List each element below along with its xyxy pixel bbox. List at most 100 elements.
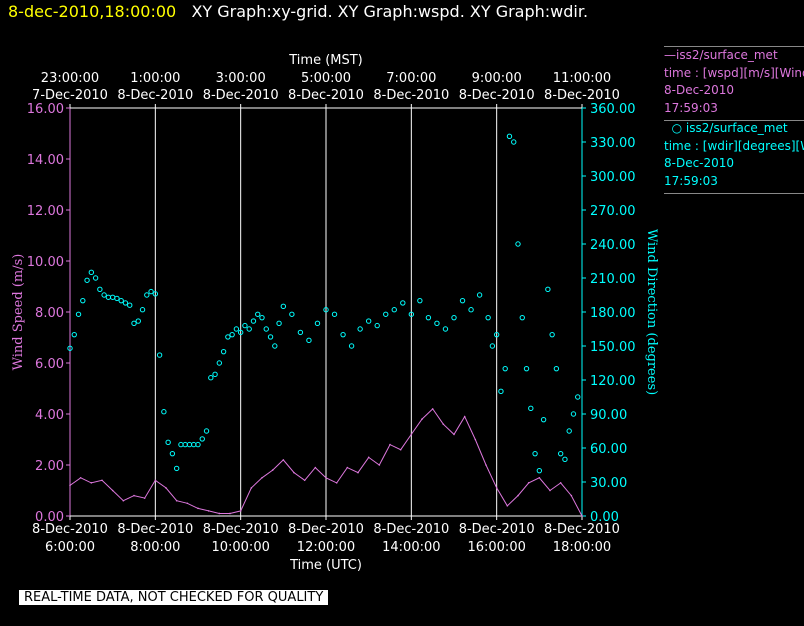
left-tick-label: 6.00	[35, 357, 64, 372]
wind-speed-point	[538, 476, 541, 479]
wind-direction-point	[216, 360, 223, 366]
wind-direction-point	[549, 331, 555, 338]
wind-speed-point	[143, 497, 146, 499]
bottom-tick-date: 8-Dec-2010	[544, 522, 620, 537]
wind-speed-point	[90, 482, 93, 484]
wind-direction-point	[182, 441, 188, 448]
wind-direction-point	[255, 311, 261, 317]
wind-speed-point	[250, 487, 253, 489]
right-tick-label: 150.00	[590, 340, 636, 355]
wind-speed-point	[431, 408, 434, 410]
right-tick-label: 0.00	[590, 510, 619, 525]
top-tick-date: 7-Dec-2010	[32, 88, 108, 103]
wind-direction-point	[165, 439, 171, 446]
wind-direction-point	[259, 314, 265, 321]
wind-direction-point	[425, 314, 432, 321]
wind-direction-point	[489, 343, 496, 349]
wind-direction-point	[109, 294, 116, 300]
wind-speed-point	[357, 471, 359, 474]
wind-direction-point	[536, 467, 543, 474]
wind-speed-point	[261, 476, 263, 479]
wind-speed-point	[154, 479, 157, 482]
wind-speed-point	[303, 479, 306, 482]
bottom-tick-date: 8-Dec-2010	[288, 522, 364, 537]
wind-speed-point	[399, 448, 402, 451]
wind-direction-point	[340, 331, 346, 338]
wind-direction-point	[400, 300, 406, 306]
wind-direction-point	[178, 441, 184, 448]
left-axis-label: Wind Speed (m/s)	[11, 254, 26, 371]
wind-speed-point	[111, 489, 114, 492]
wind-direction-point	[297, 329, 304, 336]
wind-speed-point	[314, 466, 317, 469]
wind-direction-point	[532, 450, 538, 457]
wind-direction-point	[348, 343, 355, 349]
wind-direction-point	[225, 334, 231, 340]
quality-banner: REAL-TIME DATA, NOT CHECKED FOR QUALITY	[19, 590, 329, 605]
bottom-tick-date: 8-Dec-2010	[32, 522, 108, 537]
wind-direction-point	[92, 275, 99, 281]
wind-direction-point	[186, 441, 193, 448]
wind-direction-point	[540, 416, 547, 423]
wind-speed-point	[325, 476, 327, 479]
top-tick-time: 5:00:00	[301, 71, 351, 86]
wind-direction-point	[88, 269, 95, 276]
wind-direction-point	[212, 371, 218, 378]
right-tick-label: 210.00	[590, 272, 636, 287]
chart-title-bar: 8-dec-2010,18:00:00 XY Graph:xy-grid. XY…	[8, 2, 588, 21]
left-tick-label: 8.00	[35, 306, 64, 321]
wind-speed-point	[271, 469, 274, 471]
wind-direction-point	[84, 277, 90, 283]
wind-direction-point	[485, 314, 491, 321]
wind-speed-point	[474, 438, 477, 441]
bottom-tick-time: 14:00:00	[382, 540, 440, 555]
left-tick-label: 12.00	[27, 204, 64, 219]
wind-direction-point	[562, 456, 568, 463]
wind-direction-point	[314, 320, 321, 327]
wind-direction-point	[220, 348, 227, 355]
legend-wdir-line3: 17:59:03	[664, 173, 718, 188]
right-tick-label: 240.00	[590, 238, 636, 253]
right-tick-label: 60.00	[590, 442, 627, 457]
legend-wdir-name: ○ iss2/surface_met	[664, 121, 788, 135]
wind-direction-point	[506, 133, 513, 140]
left-tick-label: 16.00	[27, 102, 64, 117]
wind-speed-point	[229, 512, 231, 515]
wind-speed-point	[517, 494, 519, 497]
wind-speed-point	[346, 466, 349, 469]
top-tick-time: 23:00:00	[41, 71, 99, 86]
legend-wspd-line1: time : [wspd][m/s][Wind Speed]	[664, 65, 804, 80]
top-tick-time: 3:00:00	[216, 71, 266, 86]
bottom-tick-date: 8-Dec-2010	[459, 522, 535, 537]
wind-direction-point	[289, 311, 295, 317]
wind-direction-point	[391, 307, 397, 313]
wind-direction-point	[570, 411, 577, 417]
wind-speed-point	[570, 494, 573, 497]
left-tick-label: 10.00	[27, 255, 64, 270]
wind-direction-point	[203, 428, 210, 434]
wind-direction-point	[67, 345, 73, 351]
legend-wind-direction[interactable]: ○ iss2/surface_met time : [wdir][degrees…	[664, 120, 804, 194]
wind-direction-point	[144, 292, 150, 298]
bottom-tick-date: 8-Dec-2010	[203, 522, 279, 537]
wind-direction-point	[97, 286, 103, 293]
wind-direction-point	[139, 307, 146, 313]
wind-speed-point	[453, 433, 455, 436]
wind-speed-point	[293, 471, 295, 474]
wind-speed-point	[367, 456, 370, 459]
wind-speed-point	[549, 489, 551, 492]
wind-speed-point	[442, 423, 445, 426]
wind-direction-point	[263, 326, 269, 332]
legend-wspd-name: —iss2/surface_met	[664, 48, 778, 62]
wind-direction-point	[575, 394, 581, 400]
timestamp: 8-dec-2010,18:00:00	[8, 2, 177, 21]
wind-direction-point	[237, 329, 244, 336]
wind-speed-point	[175, 499, 178, 502]
legend-wind-speed[interactable]: —iss2/surface_met time : [wspd][m/s][Win…	[664, 46, 804, 121]
wind-direction-point	[199, 436, 205, 442]
wind-direction-point	[156, 352, 163, 358]
wind-direction-point	[127, 302, 133, 308]
top-tick-date: 8-Dec-2010	[203, 88, 279, 103]
wind-direction-point	[242, 322, 248, 329]
